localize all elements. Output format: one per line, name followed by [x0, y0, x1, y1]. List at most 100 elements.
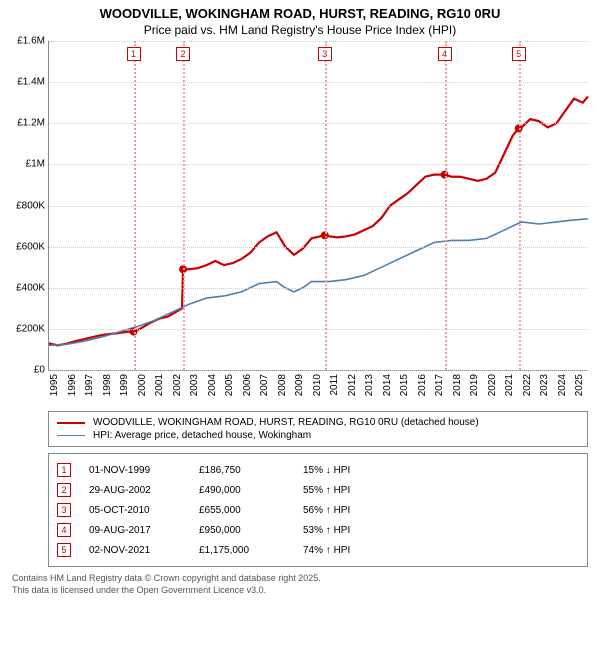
x-axis-label: 2004 — [207, 374, 218, 396]
x-axis-label: 2020 — [487, 374, 498, 396]
y-axis-label: £1.2M — [17, 118, 49, 129]
x-axis-label: 2023 — [539, 374, 550, 396]
x-axis-label: 2001 — [154, 374, 165, 396]
x-axis-label: 2013 — [364, 374, 375, 396]
transaction-row: 3 05-OCT-2010 £655,000 56% ↑ HPI — [57, 500, 579, 520]
y-axis-label: £600K — [16, 241, 49, 252]
footer-line-2: This data is licensed under the Open Gov… — [12, 585, 588, 597]
x-axis-label: 2015 — [399, 374, 410, 396]
sale-marker-badge: 1 — [127, 47, 141, 61]
transaction-badge: 4 — [57, 523, 71, 537]
sale-marker-badge: 3 — [318, 47, 332, 61]
x-axis-label: 2014 — [382, 374, 393, 396]
y-gridline — [49, 370, 588, 371]
x-axis-label: 2017 — [434, 374, 445, 396]
legend-item: HPI: Average price, detached house, Woki… — [57, 429, 579, 442]
transaction-price: £655,000 — [199, 505, 285, 516]
sale-marker-line — [134, 41, 136, 370]
x-axis-label: 2019 — [469, 374, 480, 396]
transaction-pct: 55% ↑ HPI — [303, 485, 383, 496]
y-axis-label: £800K — [16, 200, 49, 211]
transaction-badge: 5 — [57, 543, 71, 557]
x-axis-label: 1999 — [119, 374, 130, 396]
legend-swatch — [57, 435, 85, 436]
transactions-table: 1 01-NOV-1999 £186,750 15% ↓ HPI 2 29-AUG-200… — [48, 453, 588, 567]
y-gridline — [49, 247, 588, 248]
x-axis-label: 2006 — [242, 374, 253, 396]
transaction-date: 09-AUG-2017 — [89, 525, 181, 536]
chart-subtitle: Price paid vs. HM Land Registry's House … — [0, 21, 600, 41]
sale-marker-line — [325, 41, 327, 370]
sale-marker-badge: 2 — [176, 47, 190, 61]
sale-marker-badge: 5 — [512, 47, 526, 61]
x-axis-label: 2012 — [347, 374, 358, 396]
footer-line-1: Contains HM Land Registry data © Crown c… — [12, 573, 588, 585]
legend-label: WOODVILLE, WOKINGHAM ROAD, HURST, READIN… — [93, 417, 479, 428]
y-gridline — [49, 41, 588, 42]
x-axis-label: 2009 — [294, 374, 305, 396]
x-axis-label: 2022 — [522, 374, 533, 396]
y-gridline — [49, 164, 588, 165]
y-axis-label: £1.6M — [17, 36, 49, 47]
x-axis-label: 2024 — [557, 374, 568, 396]
x-axis-label: 2003 — [189, 374, 200, 396]
y-axis-label: £1.4M — [17, 77, 49, 88]
transaction-date: 02-NOV-2021 — [89, 545, 181, 556]
y-gridline — [49, 123, 588, 124]
sale-marker-badge: 4 — [438, 47, 452, 61]
chart-container: WOODVILLE, WOKINGHAM ROAD, HURST, READIN… — [0, 0, 600, 650]
transaction-price: £1,175,000 — [199, 545, 285, 556]
transaction-price: £186,750 — [199, 465, 285, 476]
transaction-badge: 3 — [57, 503, 71, 517]
x-axis-label: 2008 — [277, 374, 288, 396]
legend-item: WOODVILLE, WOKINGHAM ROAD, HURST, READIN… — [57, 416, 579, 429]
y-axis-label: £1M — [26, 159, 49, 170]
chart-title: WOODVILLE, WOKINGHAM ROAD, HURST, READIN… — [0, 0, 600, 21]
y-gridline — [49, 288, 588, 289]
x-axis-label: 2025 — [574, 374, 585, 396]
transaction-date: 05-OCT-2010 — [89, 505, 181, 516]
x-axis-label: 2011 — [329, 374, 340, 396]
transaction-price: £490,000 — [199, 485, 285, 496]
y-gridline — [49, 329, 588, 330]
legend-swatch — [57, 422, 85, 424]
transaction-pct: 56% ↑ HPI — [303, 505, 383, 516]
x-axis-label: 1997 — [84, 374, 95, 396]
x-axis-label: 1996 — [67, 374, 78, 396]
x-axis-label: 2000 — [137, 374, 148, 396]
y-axis-label: £0 — [34, 365, 49, 376]
transaction-date: 29-AUG-2002 — [89, 485, 181, 496]
y-gridline — [49, 206, 588, 207]
x-axis-label: 2007 — [259, 374, 270, 396]
transaction-row: 5 02-NOV-2021 £1,175,000 74% ↑ HPI — [57, 540, 579, 560]
series-line-property — [49, 97, 588, 346]
sale-marker-line — [183, 41, 185, 370]
x-axis-label: 2021 — [504, 374, 515, 396]
sale-marker-line — [519, 41, 521, 370]
x-axis-label: 2018 — [452, 374, 463, 396]
transaction-row: 2 29-AUG-2002 £490,000 55% ↑ HPI — [57, 480, 579, 500]
x-axis-label: 1998 — [102, 374, 113, 396]
transaction-pct: 15% ↓ HPI — [303, 465, 383, 476]
legend-label: HPI: Average price, detached house, Woki… — [93, 430, 311, 441]
y-axis-label: £400K — [16, 282, 49, 293]
y-gridline — [49, 82, 588, 83]
legend-box: WOODVILLE, WOKINGHAM ROAD, HURST, READIN… — [48, 411, 588, 447]
transaction-row: 4 09-AUG-2017 £950,000 53% ↑ HPI — [57, 520, 579, 540]
transaction-pct: 74% ↑ HPI — [303, 545, 383, 556]
footer-text: Contains HM Land Registry data © Crown c… — [12, 573, 588, 596]
sale-marker-line — [445, 41, 447, 370]
x-axis-label: 2010 — [312, 374, 323, 396]
x-axis-label: 2002 — [172, 374, 183, 396]
y-axis-label: £200K — [16, 323, 49, 334]
transaction-date: 01-NOV-1999 — [89, 465, 181, 476]
transaction-price: £950,000 — [199, 525, 285, 536]
transaction-pct: 53% ↑ HPI — [303, 525, 383, 536]
x-axis-label: 2016 — [417, 374, 428, 396]
transaction-badge: 1 — [57, 463, 71, 477]
transaction-row: 1 01-NOV-1999 £186,750 15% ↓ HPI — [57, 460, 579, 480]
chart-plot-area: £0£200K£400K£600K£800K£1M£1.2M£1.4M£1.6M… — [48, 41, 588, 371]
x-axis-label: 2005 — [224, 374, 235, 396]
x-axis-label: 1995 — [49, 374, 60, 396]
transaction-badge: 2 — [57, 483, 71, 497]
